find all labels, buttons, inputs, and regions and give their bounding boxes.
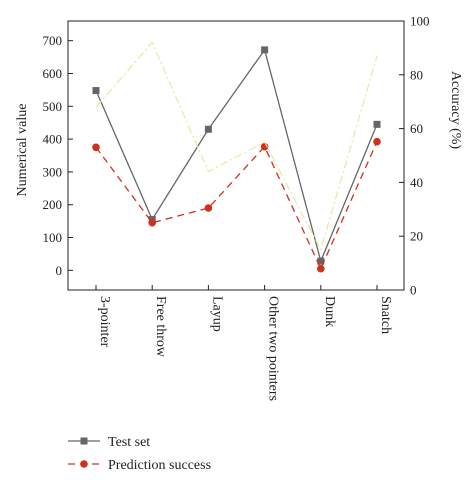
left-tick-label: 100: [43, 230, 63, 245]
data-point: [317, 264, 325, 273]
series-line-1: [95, 141, 378, 271]
bottom-axis: 3-pointer Free throw Layup Other two pointe…: [95, 285, 393, 401]
category-label: Free throw: [153, 296, 168, 358]
data-point: [204, 125, 212, 133]
legend-marker: [80, 460, 88, 468]
right-tick-label: 20: [410, 229, 423, 244]
category-label: Layup: [209, 296, 224, 332]
category-label: Snatch: [378, 296, 393, 334]
series-line-0: [95, 48, 378, 264]
data-point: [148, 218, 156, 227]
right-tick-label: 100: [410, 14, 430, 29]
left-tick-label: 700: [43, 33, 63, 48]
left-axis: 0 100 200 300 400 500 600 700: [43, 33, 73, 278]
right-axis: 0 20 40 60 80 100: [399, 14, 430, 298]
right-tick-label: 80: [410, 67, 423, 82]
left-tick-label: 0: [56, 263, 63, 278]
right-axis-title: Accuracy (%): [448, 71, 463, 149]
left-tick-label: 400: [43, 132, 63, 147]
data-point: [204, 204, 213, 212]
legend-label: Prediction success: [108, 458, 211, 473]
plot-frame: [67, 20, 405, 291]
category-label: 3-pointer: [97, 296, 112, 348]
legend-marker: [80, 437, 88, 445]
data-point: [261, 46, 269, 54]
legend-label: Test set: [108, 435, 150, 450]
right-tick-label: 0: [410, 283, 417, 298]
series-line-2: [95, 41, 378, 252]
left-tick-label: 500: [43, 99, 63, 114]
left-tick-label: 300: [43, 164, 63, 179]
right-tick-label: 60: [410, 121, 423, 136]
legend: Test set Prediction success: [68, 435, 211, 473]
right-tick-label: 40: [410, 175, 423, 190]
data-point: [373, 120, 381, 128]
left-tick-label: 600: [43, 66, 63, 81]
data-point: [92, 143, 100, 152]
category-label: Dunk: [322, 296, 337, 327]
data-point: [92, 87, 100, 95]
data-point: [373, 137, 381, 146]
left-axis-title: Numerical value: [15, 104, 30, 197]
data-point: [317, 257, 325, 265]
left-tick-label: 200: [43, 197, 63, 212]
series-layer: [92, 41, 381, 273]
category-label: Other two pointers: [266, 296, 281, 401]
